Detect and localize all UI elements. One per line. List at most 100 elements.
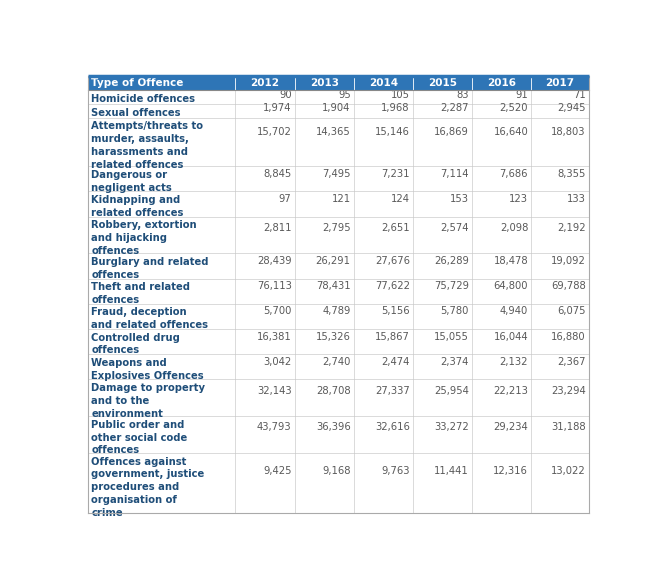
Text: 153: 153: [450, 194, 469, 204]
Text: 2,098: 2,098: [500, 222, 528, 233]
Text: 123: 123: [509, 194, 528, 204]
Bar: [88, 217, 589, 254]
Text: 27,337: 27,337: [375, 386, 410, 395]
Text: 25,954: 25,954: [434, 386, 469, 395]
Text: 32,616: 32,616: [375, 422, 410, 433]
Bar: [88, 453, 589, 513]
Text: 18,803: 18,803: [551, 127, 586, 137]
Text: 124: 124: [391, 194, 410, 204]
Text: 2,811: 2,811: [263, 222, 292, 233]
Text: Controlled drug
offences: Controlled drug offences: [91, 332, 180, 356]
Text: 4,789: 4,789: [322, 306, 350, 316]
Text: 91: 91: [515, 90, 528, 100]
Text: 11,441: 11,441: [434, 466, 469, 476]
Bar: [88, 192, 589, 217]
Bar: [88, 354, 589, 379]
Text: 9,425: 9,425: [263, 466, 292, 476]
Text: 9,168: 9,168: [322, 466, 350, 476]
Text: 19,092: 19,092: [551, 256, 586, 266]
Text: 16,640: 16,640: [494, 127, 528, 137]
Text: 2017: 2017: [546, 78, 575, 89]
Text: Public order and
other social code
offences: Public order and other social code offen…: [91, 420, 187, 456]
Text: 5,780: 5,780: [441, 306, 469, 316]
Text: 105: 105: [391, 90, 410, 100]
Text: 9,763: 9,763: [381, 466, 410, 476]
Text: 97: 97: [279, 194, 292, 204]
Bar: [88, 76, 589, 90]
Bar: [88, 254, 589, 278]
Bar: [88, 304, 589, 329]
Text: 33,272: 33,272: [434, 422, 469, 433]
Text: Kidnapping and
related offences: Kidnapping and related offences: [91, 195, 183, 218]
Text: 76,113: 76,113: [257, 281, 292, 291]
Bar: [88, 104, 589, 118]
Text: 121: 121: [331, 194, 350, 204]
Bar: [88, 416, 589, 453]
Text: Weapons and
Explosives Offences: Weapons and Explosives Offences: [91, 358, 204, 380]
Text: 15,326: 15,326: [316, 332, 350, 342]
Text: 15,055: 15,055: [434, 332, 469, 342]
Text: 1,904: 1,904: [322, 103, 350, 113]
Text: 5,700: 5,700: [263, 306, 292, 316]
Text: 36,396: 36,396: [316, 422, 350, 433]
Text: 75,729: 75,729: [434, 281, 469, 291]
Text: 2,795: 2,795: [322, 222, 350, 233]
Text: Robbery, extortion
and hijacking
offences: Robbery, extortion and hijacking offence…: [91, 220, 197, 256]
Text: 15,702: 15,702: [257, 127, 292, 137]
Text: 28,708: 28,708: [316, 386, 350, 395]
Bar: [88, 166, 589, 192]
Text: 31,188: 31,188: [551, 422, 586, 433]
Text: 13,022: 13,022: [551, 466, 586, 476]
Text: 2,740: 2,740: [322, 357, 350, 367]
Text: 2016: 2016: [487, 78, 516, 89]
Text: 1,974: 1,974: [263, 103, 292, 113]
Text: 2,520: 2,520: [500, 103, 528, 113]
Text: 16,880: 16,880: [551, 332, 586, 342]
Text: 78,431: 78,431: [316, 281, 350, 291]
Bar: [88, 329, 589, 354]
Text: 15,867: 15,867: [375, 332, 410, 342]
Text: 90: 90: [279, 90, 292, 100]
Text: 29,234: 29,234: [494, 422, 528, 433]
Text: 2,374: 2,374: [441, 357, 469, 367]
Text: 7,231: 7,231: [381, 168, 410, 179]
Text: 26,291: 26,291: [315, 256, 350, 266]
Text: 2,945: 2,945: [557, 103, 586, 113]
Text: 2013: 2013: [310, 78, 339, 89]
Text: Offences against
government, justice
procedures and
organisation of
crime: Offences against government, justice pro…: [91, 457, 205, 518]
Text: 2,651: 2,651: [381, 222, 410, 233]
Text: 18,478: 18,478: [494, 256, 528, 266]
Text: Dangerous or
negligent acts: Dangerous or negligent acts: [91, 170, 172, 192]
Text: 2,367: 2,367: [557, 357, 586, 367]
Text: 71: 71: [573, 90, 586, 100]
Text: Fraud, deception
and related offences: Fraud, deception and related offences: [91, 307, 208, 330]
Text: 23,294: 23,294: [551, 386, 586, 395]
Text: 7,495: 7,495: [322, 168, 350, 179]
Text: 7,114: 7,114: [440, 168, 469, 179]
Text: 8,845: 8,845: [263, 168, 292, 179]
Text: 27,676: 27,676: [375, 256, 410, 266]
Text: 2,192: 2,192: [557, 222, 586, 233]
Bar: [88, 379, 589, 416]
Bar: [88, 278, 589, 304]
Text: 43,793: 43,793: [257, 422, 292, 433]
Text: Attempts/threats to
murder, assaults,
harassments and
related offences: Attempts/threats to murder, assaults, ha…: [91, 122, 203, 170]
Text: 83: 83: [457, 90, 469, 100]
Text: Sexual offences: Sexual offences: [91, 108, 181, 118]
Text: 12,316: 12,316: [493, 466, 528, 476]
Text: Type of Offence: Type of Offence: [91, 78, 183, 89]
Text: 2012: 2012: [251, 78, 280, 89]
Text: 32,143: 32,143: [257, 386, 292, 395]
Text: 2,132: 2,132: [500, 357, 528, 367]
Text: 64,800: 64,800: [494, 281, 528, 291]
Text: 6,075: 6,075: [557, 306, 586, 316]
Text: 16,869: 16,869: [434, 127, 469, 137]
Text: 22,213: 22,213: [493, 386, 528, 395]
Bar: [88, 118, 589, 166]
Text: 3,042: 3,042: [263, 357, 292, 367]
Text: 133: 133: [567, 194, 586, 204]
Text: 2,287: 2,287: [440, 103, 469, 113]
Text: Damage to property
and to the
environment: Damage to property and to the environmen…: [91, 383, 205, 419]
Text: 2014: 2014: [369, 78, 398, 89]
Text: 26,289: 26,289: [434, 256, 469, 266]
